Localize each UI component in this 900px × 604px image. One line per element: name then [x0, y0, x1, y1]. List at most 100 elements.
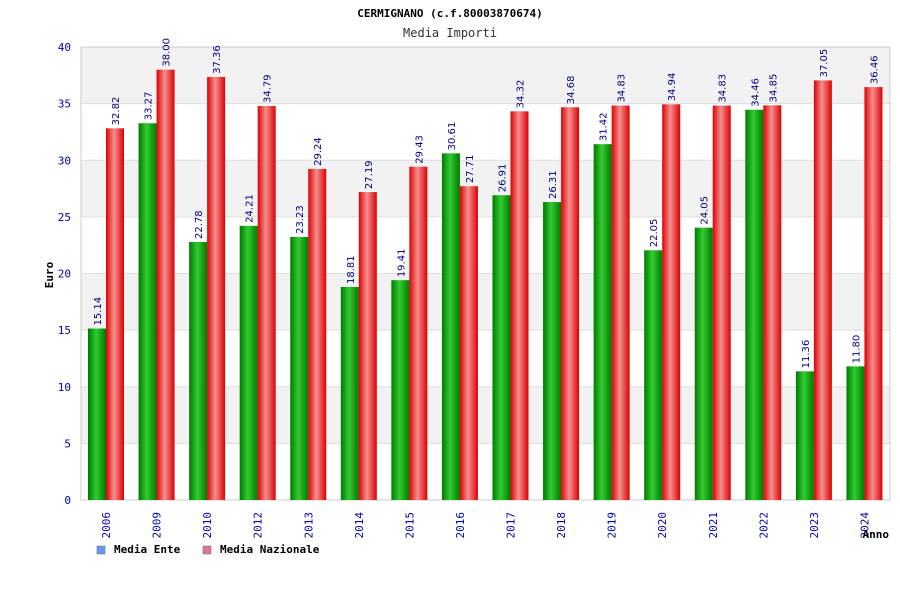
bar-media-nazionale	[611, 105, 630, 501]
y-tick-label: 10	[58, 381, 71, 394]
bar-media-nazionale	[207, 76, 226, 500]
bars	[88, 69, 883, 501]
bar-media-ente	[189, 242, 208, 501]
bar-media-ente	[593, 144, 612, 500]
value-label: 32.82	[111, 97, 122, 126]
x-tick-label: 2009	[151, 512, 164, 539]
legend-label: Media Nazionale	[220, 543, 320, 556]
x-tick-label: 2024	[858, 512, 871, 539]
plot-frame	[80, 46, 891, 501]
value-label: 34.68	[566, 76, 577, 105]
bar-media-ente	[88, 328, 106, 500]
x-tick-label: 2015	[403, 512, 416, 539]
x-tick-label: 2023	[808, 512, 821, 539]
value-label: 34.32	[516, 80, 527, 109]
value-label: 37.36	[212, 45, 223, 74]
value-label: 34.83	[617, 74, 628, 103]
value-label: 33.27	[144, 92, 155, 121]
y-tick-label: 20	[58, 268, 71, 281]
value-label: 27.71	[465, 155, 476, 184]
x-tick-label: 2022	[757, 512, 770, 539]
x-tick-label: 2017	[505, 512, 518, 539]
bar-media-ente	[239, 225, 258, 500]
bar-media-ente	[644, 250, 663, 500]
legend: Media Ente Media Nazionale	[96, 543, 320, 556]
value-label: 26.31	[548, 170, 559, 199]
bar-media-ente	[138, 123, 157, 500]
x-tick-label: 2013	[302, 512, 315, 539]
bar-media-nazionale	[257, 106, 276, 501]
value-label: 30.61	[447, 122, 458, 151]
bar-media-nazionale	[510, 111, 529, 501]
x-tick-label: 2012	[252, 512, 265, 539]
bar-media-ente	[795, 371, 814, 500]
y-tick-label: 25	[58, 211, 71, 224]
value-label: 34.85	[768, 74, 779, 103]
bar-media-nazionale	[561, 107, 580, 501]
y-tick-label: 0	[64, 494, 71, 507]
x-axis-label: Anno	[863, 528, 890, 541]
bar-media-ente	[745, 109, 764, 500]
value-label: 29.43	[414, 135, 425, 164]
bar-media-ente	[543, 202, 562, 500]
bar-media-nazionale	[662, 104, 681, 500]
value-label: 22.05	[649, 219, 660, 248]
bar-media-nazionale	[763, 105, 782, 500]
y-tick-label: 5	[64, 437, 71, 450]
value-labels: 15.14 32.82 33.27 38.00 22.78 37.36 24.21 34.79…	[93, 38, 880, 368]
bar-media-ente	[391, 280, 410, 500]
value-label: 29.24	[313, 137, 324, 166]
y-tick-label: 35	[58, 98, 71, 111]
y-tick-label: 40	[58, 41, 71, 54]
x-tick-label: 2021	[707, 512, 720, 539]
legend-swatch	[96, 545, 106, 555]
value-label: 31.42	[599, 113, 610, 142]
bar-media-ente	[846, 366, 865, 500]
bar-media-nazionale	[813, 80, 832, 500]
x-axis-ticks: 2006 2009 2010 2012 2013 2014 2015 2016 2017 2018…	[100, 512, 871, 539]
bar-media-nazionale	[712, 105, 731, 501]
value-label: 11.36	[801, 340, 812, 369]
value-label: 37.05	[819, 49, 830, 78]
x-tick-label: 2016	[454, 512, 467, 539]
y-tick-label: 30	[58, 154, 71, 167]
bar-media-nazionale	[106, 128, 124, 500]
x-tick-label: 2020	[656, 512, 669, 539]
value-label: 18.81	[346, 255, 357, 284]
value-label: 34.46	[750, 78, 761, 107]
bar-media-ente	[441, 153, 460, 501]
bar-media-ente	[340, 286, 359, 500]
x-tick-label: 2010	[201, 512, 214, 539]
bar-media-ente	[290, 236, 309, 500]
value-label: 34.79	[263, 74, 274, 103]
bar-media-ente	[694, 227, 713, 501]
bar-media-nazionale	[358, 192, 377, 501]
value-label: 34.94	[667, 73, 678, 102]
bar-media-ente	[492, 195, 511, 500]
legend-label: Media Ente	[114, 543, 181, 556]
x-tick-label: 2006	[100, 512, 113, 539]
value-label: 24.05	[700, 196, 711, 225]
bar-media-nazionale	[156, 69, 175, 501]
x-tick-label: 2019	[606, 512, 619, 539]
value-label: 24.21	[245, 194, 256, 223]
value-label: 27.19	[364, 160, 375, 189]
bar-media-nazionale	[459, 186, 478, 500]
chart-subtitle: Media Importi	[403, 26, 497, 40]
chart-title: CERMIGNANO (c.f.80003870674)	[357, 7, 542, 20]
y-axis-ticks: 0 5 10 15 20 25 30 35 40	[58, 41, 71, 507]
x-tick-label: 2018	[555, 512, 568, 539]
value-label: 11.80	[851, 335, 862, 364]
value-label: 38.00	[162, 38, 173, 67]
value-label: 19.41	[396, 249, 407, 278]
value-label: 23.23	[295, 205, 306, 234]
value-label: 36.46	[869, 55, 880, 84]
y-tick-label: 15	[58, 324, 71, 337]
y-axis-label: Euro	[43, 261, 56, 288]
value-label: 26.91	[498, 164, 509, 193]
value-label: 15.14	[93, 297, 104, 326]
legend-swatch	[202, 545, 212, 555]
bar-media-nazionale	[308, 168, 327, 500]
